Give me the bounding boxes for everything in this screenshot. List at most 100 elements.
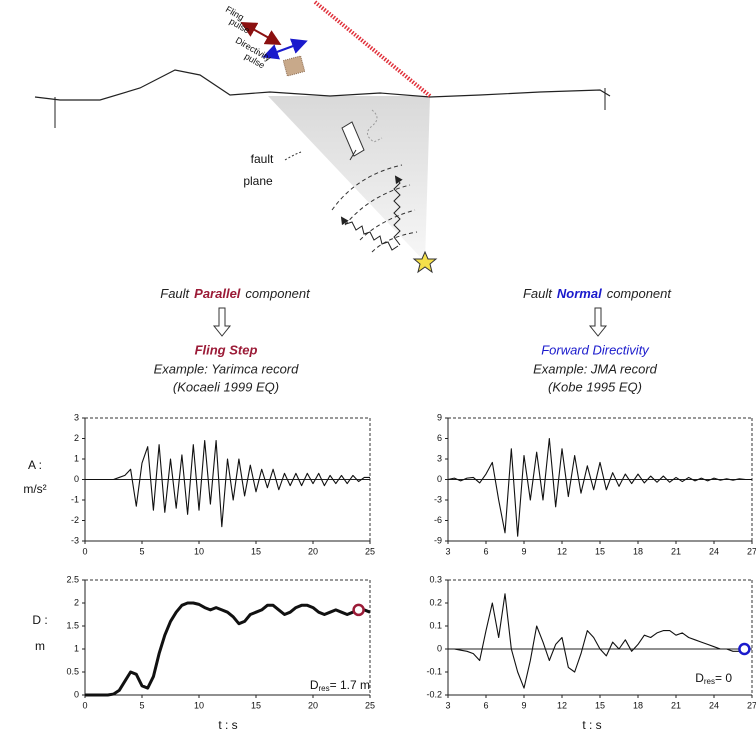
event: (Kocaeli 1999 EQ) [173,379,279,394]
x-tick-label: 24 [709,700,719,710]
pulse-type: Fling Step [195,342,258,357]
leader [285,152,301,160]
y-tick-label: 3 [74,412,79,422]
x-tick-label: 0 [82,546,87,556]
x-tick-label: 25 [365,546,375,556]
x-label: t : s [582,718,601,732]
chart: 00.511.522.50510152025D :mt : sDres= 1.7… [32,574,375,732]
annotation-main: D [310,678,319,692]
y-tick-label: 1 [74,453,79,463]
y-tick-label: 3 [437,453,442,463]
heading: Fault Normal component [523,286,672,301]
figure: Fling pulse Directivity pulse fault plan… [0,0,756,736]
fault-label: fault [251,152,274,166]
y-tick-label: 0.5 [66,666,79,676]
column-headers: Fault Parallel component Fling Step Exampl… [154,286,673,394]
residual-marker [739,644,749,654]
y-tick-label: -1 [71,494,79,504]
down-arrow [590,308,606,336]
y-tick-label: -9 [434,535,442,545]
x-tick-label: 15 [595,700,605,710]
fault-label: plane [243,174,273,188]
x-tick-label: 20 [308,546,318,556]
pulse-type: Forward Directivity [541,342,650,357]
down-arrow [214,308,230,336]
fling-label: pulse [228,16,252,35]
y-tick-label: 2 [74,433,79,443]
x-tick-label: 18 [633,700,643,710]
annotation-rest: = 0 [715,671,732,685]
x-tick-label: 6 [483,546,488,556]
example: Example: Yarimca record [154,361,300,376]
annotation: Dres= 0 [695,671,732,686]
heading-emph: Normal [557,286,602,301]
y-tick-label: -3 [434,494,442,504]
fault-trace [315,2,430,96]
data-line [448,594,752,688]
data-line [85,441,370,527]
data-line [85,603,370,695]
y-tick-label: 9 [437,412,442,422]
heading-emph: Parallel [194,286,241,301]
y-label: m/s² [23,482,46,496]
x-tick-label: 24 [709,546,719,556]
y-tick-label: -3 [71,535,79,545]
y-tick-label: 1.5 [66,620,79,630]
x-tick-label: 6 [483,700,488,710]
heading-pre: Fault [160,286,190,301]
y-tick-label: 0.2 [429,597,442,607]
heading-post: component [245,286,311,301]
y-tick-label: 1 [74,643,79,653]
y-tick-label: 0 [74,474,79,484]
patch [283,56,305,76]
x-tick-label: 27 [747,700,756,710]
x-tick-label: 10 [194,546,204,556]
x-tick-label: 15 [251,700,261,710]
y-label: A : [28,458,42,472]
heading: Fault Parallel component [160,286,311,301]
x-tick-label: 0 [82,700,87,710]
annotation-main: D [695,671,704,685]
y-tick-label: 0 [437,643,442,653]
fault-wedge [268,96,430,262]
x-tick-label: 9 [521,546,526,556]
y-tick-label: 0.1 [429,620,442,630]
event: (Kobe 1995 EQ) [548,379,642,394]
y-tick-label: 0 [437,474,442,484]
heading-post: component [607,286,673,301]
y-tick-label: -6 [434,515,442,525]
y-tick-label: 6 [437,433,442,443]
x-tick-label: 3 [445,700,450,710]
example: Example: JMA record [533,361,658,376]
y-label: m [35,639,45,653]
x-label: t : s [218,718,237,732]
x-tick-label: 5 [139,700,144,710]
x-tick-label: 10 [194,700,204,710]
x-tick-label: 15 [595,546,605,556]
x-tick-label: 9 [521,700,526,710]
y-tick-label: -0.1 [426,666,442,676]
diagram: Fling pulse Directivity pulse fault plan… [35,2,610,272]
x-tick-label: 3 [445,546,450,556]
x-tick-label: 15 [251,546,261,556]
annotation-sub: res [319,684,330,693]
annotation-rest: = 1.7 m [330,678,370,692]
x-tick-label: 20 [308,700,318,710]
x-tick-label: 27 [747,546,756,556]
ground-line [35,70,610,100]
data-line [448,439,752,537]
chart: -3 -2 -1 0 1 2 3 0 5 10 15 20 25 A : m/s² [23,412,375,556]
y-tick-label: -2 [71,515,79,525]
x-tick-label: 21 [671,700,681,710]
x-tick-label: 12 [557,700,567,710]
x-tick-label: 25 [365,700,375,710]
x-tick-label: 18 [633,546,643,556]
hypocenter [414,252,436,272]
heading-pre: Fault [523,286,553,301]
x-tick-label: 12 [557,546,567,556]
y-tick-label: 0 [74,689,79,699]
annotation: Dres= 1.7 m [310,678,370,693]
x-tick-label: 5 [139,546,144,556]
